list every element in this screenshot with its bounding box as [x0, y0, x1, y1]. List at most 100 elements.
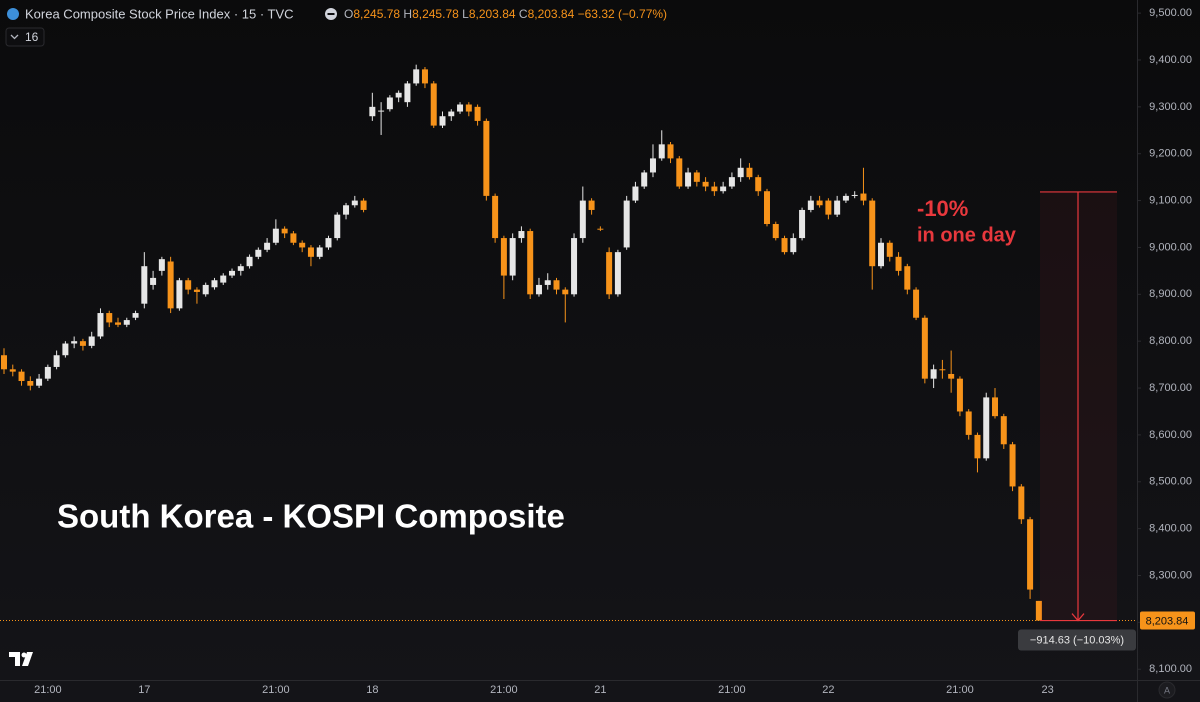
candle-body [992, 397, 999, 417]
candle-body [728, 177, 735, 187]
measure-arrow-head [1071, 613, 1085, 622]
candle-body [237, 266, 244, 271]
x-tick-label: 21 [594, 684, 606, 696]
plot-area [1, 64, 1042, 621]
candle-body [53, 355, 60, 367]
candle-body [1000, 416, 1007, 445]
y-tick-label: 8,800.00 [1149, 335, 1192, 347]
candle-body [737, 167, 744, 178]
candle-body [1027, 519, 1034, 590]
candle-body [246, 256, 253, 267]
candle-body [281, 228, 288, 234]
candle-body [290, 233, 297, 243]
candle-body [1035, 600, 1042, 621]
candle-body [667, 144, 674, 159]
candle-body [448, 111, 455, 117]
candle-body [711, 186, 718, 192]
symbol-title[interactable]: Korea Composite Stock Price Index · 15 ·… [25, 6, 294, 21]
measure-label: −914.63 (−10.03%) [1030, 634, 1124, 646]
candle-body [316, 247, 323, 257]
x-tick-label: 21:00 [262, 684, 290, 696]
candle-body [1, 355, 7, 370]
candle-body [974, 434, 981, 459]
candle-body [904, 266, 911, 290]
candle-body [921, 317, 928, 379]
candle-body [132, 313, 139, 318]
x-tick-label: 21:00 [718, 684, 746, 696]
candle-body [378, 110, 385, 112]
y-tick-label: 9,000.00 [1149, 241, 1192, 253]
candle-body [44, 366, 51, 379]
candle-body [606, 252, 613, 295]
candle-body [27, 381, 34, 386]
tradingview-logo[interactable] [9, 652, 33, 666]
auto-scale-label[interactable]: A [1164, 685, 1170, 695]
candle-body [527, 231, 534, 295]
change-percent: (−0.77%) [618, 7, 667, 21]
candle-body [404, 83, 411, 103]
candle-body [474, 106, 481, 121]
open-label: O [344, 7, 353, 21]
candle-body [97, 313, 104, 337]
candle-body [167, 261, 174, 309]
candle-body [430, 83, 437, 126]
candle-body [676, 158, 683, 187]
candle-body [948, 373, 955, 379]
candle-body [79, 341, 86, 346]
candle-body [930, 369, 937, 379]
annotation-line-2: in one day [917, 224, 1017, 246]
x-tick-label: 18 [366, 684, 378, 696]
candle-body [202, 284, 209, 295]
candle-body [772, 224, 779, 239]
candle-body [965, 411, 972, 435]
candle-body [509, 238, 516, 276]
low-value: 8,203.84 [469, 7, 516, 21]
candle-body [176, 280, 183, 309]
candle-body [88, 336, 95, 346]
candle-body [123, 320, 130, 325]
close-label: C [519, 7, 528, 21]
y-tick-label: 9,400.00 [1149, 54, 1192, 66]
candle-body [307, 247, 314, 257]
y-tick-label: 8,500.00 [1149, 476, 1192, 488]
y-tick-label: 9,200.00 [1149, 148, 1192, 160]
candle-body [255, 249, 262, 257]
candle-body [343, 205, 350, 215]
y-tick-label: 8,700.00 [1149, 382, 1192, 394]
candle-body [649, 158, 656, 173]
candle-body [553, 280, 560, 290]
candle-body [483, 120, 490, 196]
candle-body [799, 209, 806, 239]
candle-body [834, 200, 841, 215]
candle-body [1009, 444, 1016, 487]
change-value: −63.32 [578, 7, 615, 21]
candle-body [500, 238, 507, 276]
candle-body [299, 242, 306, 248]
candle-body [264, 242, 271, 250]
candle-body [1018, 486, 1025, 520]
candle-body [693, 172, 700, 182]
candle-body [755, 177, 762, 192]
indicator-count: 16 [25, 30, 39, 44]
candle-body [334, 214, 341, 239]
x-tick-label: 23 [1042, 684, 1054, 696]
candle-body [9, 369, 16, 372]
candle-body [220, 275, 227, 283]
candle-body [720, 186, 727, 192]
auto-scale-button[interactable] [1158, 681, 1176, 699]
candle-body [492, 195, 499, 239]
candle-body [360, 200, 367, 210]
high-value: 8,245.78 [412, 7, 459, 21]
indicators-toggle[interactable] [5, 27, 45, 47]
candle-body [106, 313, 113, 323]
candle-body [150, 277, 157, 285]
candle-body [62, 343, 69, 356]
candle-body [193, 289, 200, 292]
candle-body [141, 266, 148, 304]
y-tick-label: 8,100.00 [1149, 663, 1192, 675]
candle-body [439, 116, 446, 126]
high-label: H [403, 7, 412, 21]
candle-body [465, 104, 472, 112]
candle-body [562, 289, 569, 295]
